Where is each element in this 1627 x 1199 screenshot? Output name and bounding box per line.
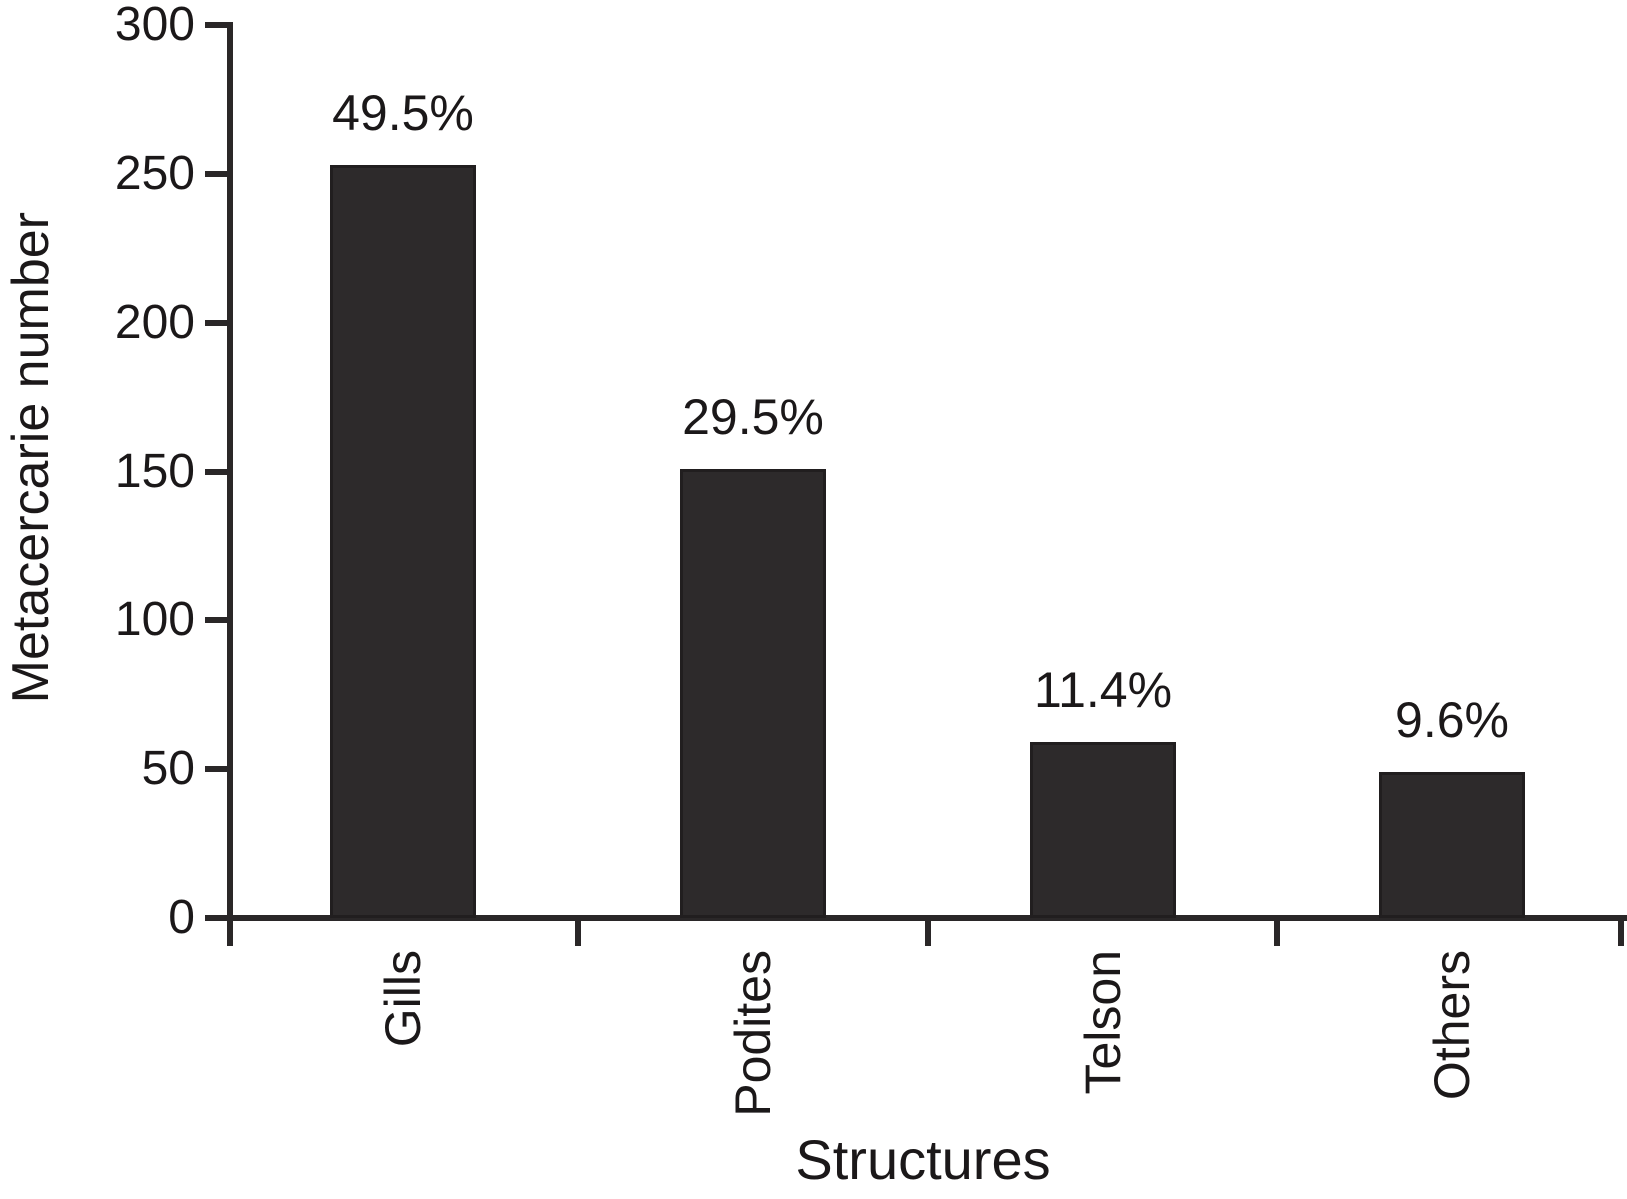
y-axis-tick-label: 50 bbox=[141, 742, 195, 796]
y-axis-tick bbox=[205, 170, 230, 177]
bar-value-label: 49.5% bbox=[332, 84, 474, 141]
y-axis-tick bbox=[205, 915, 230, 921]
x-axis-tick bbox=[925, 921, 931, 946]
y-axis-tick-label: 200 bbox=[114, 295, 195, 349]
y-axis-tick bbox=[205, 468, 230, 475]
bar-telson bbox=[1030, 742, 1176, 918]
bar-value-label: 9.6% bbox=[1395, 692, 1509, 749]
x-axis-title: Structures bbox=[795, 1128, 1051, 1191]
bar-value-label: 29.5% bbox=[682, 388, 824, 445]
x-axis-tick bbox=[1274, 921, 1280, 946]
x-axis-line bbox=[227, 915, 1627, 921]
y-axis-line bbox=[227, 22, 233, 946]
y-axis-tick-label: 300 bbox=[114, 0, 195, 51]
y-axis-tick bbox=[205, 617, 230, 624]
y-axis-tick bbox=[205, 766, 230, 773]
x-category-label: Telson bbox=[1075, 950, 1131, 1095]
y-axis-tick-label: 0 bbox=[168, 891, 195, 944]
bar-value-label: 11.4% bbox=[1033, 662, 1173, 719]
x-category-label: Others bbox=[1424, 950, 1480, 1101]
y-axis-tick-label: 150 bbox=[114, 444, 195, 498]
y-axis-tick bbox=[205, 22, 230, 28]
y-axis-tick bbox=[205, 319, 230, 326]
y-axis-tick-label: 250 bbox=[114, 146, 195, 200]
bar-podites bbox=[680, 468, 826, 918]
x-category-label: Podites bbox=[725, 950, 781, 1117]
y-axis-tick-label: 100 bbox=[114, 593, 195, 647]
x-axis-tick bbox=[575, 921, 581, 946]
bar-gills bbox=[330, 164, 476, 918]
x-axis-tick bbox=[1618, 921, 1624, 946]
x-category-label: Gills bbox=[375, 950, 431, 1048]
bar-others bbox=[1379, 772, 1525, 918]
